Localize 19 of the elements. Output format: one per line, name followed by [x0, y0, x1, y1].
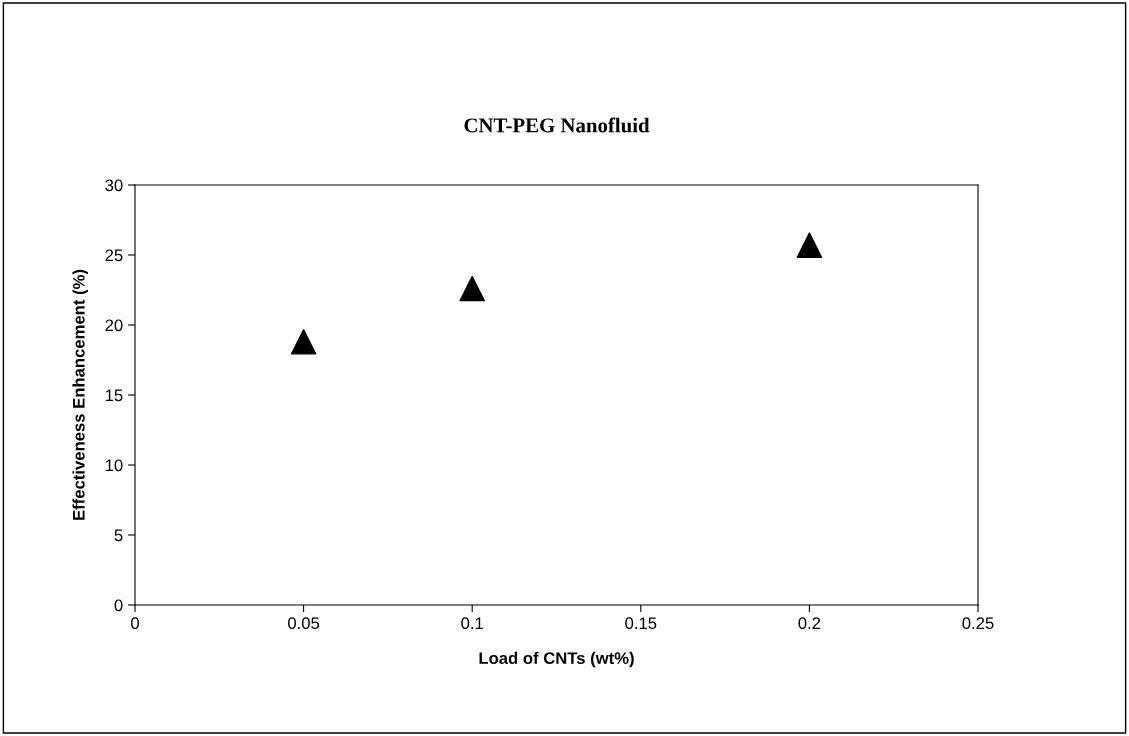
point [290, 329, 317, 355]
x-axis-title: Load of CNTs (wt%) [479, 651, 634, 668]
y-tick-label: 0 [114, 599, 123, 612]
x-tick-label: 0.1 [461, 617, 483, 630]
y-tick-label: 20 [105, 319, 123, 332]
y-tick-label: 15 [105, 389, 123, 402]
y-tick-label: 30 [105, 179, 123, 192]
x-tick-label: 0.15 [625, 617, 657, 630]
x-tick-label: 0 [131, 617, 139, 630]
point [796, 232, 823, 258]
point [459, 275, 485, 302]
y-axis-title: Effectiveness Enhancement (%) [72, 269, 88, 520]
y-tick-label: 5 [114, 529, 123, 542]
x-tick-label: 0.2 [798, 617, 821, 630]
x-tick-label: 0.05 [288, 617, 320, 630]
y-tick-label: 10 [105, 459, 123, 472]
x-tick-label: 0.25 [962, 617, 994, 630]
chart-title: CNT-PEG Nanofluid [464, 117, 650, 133]
y-tick-label: 25 [105, 249, 123, 262]
